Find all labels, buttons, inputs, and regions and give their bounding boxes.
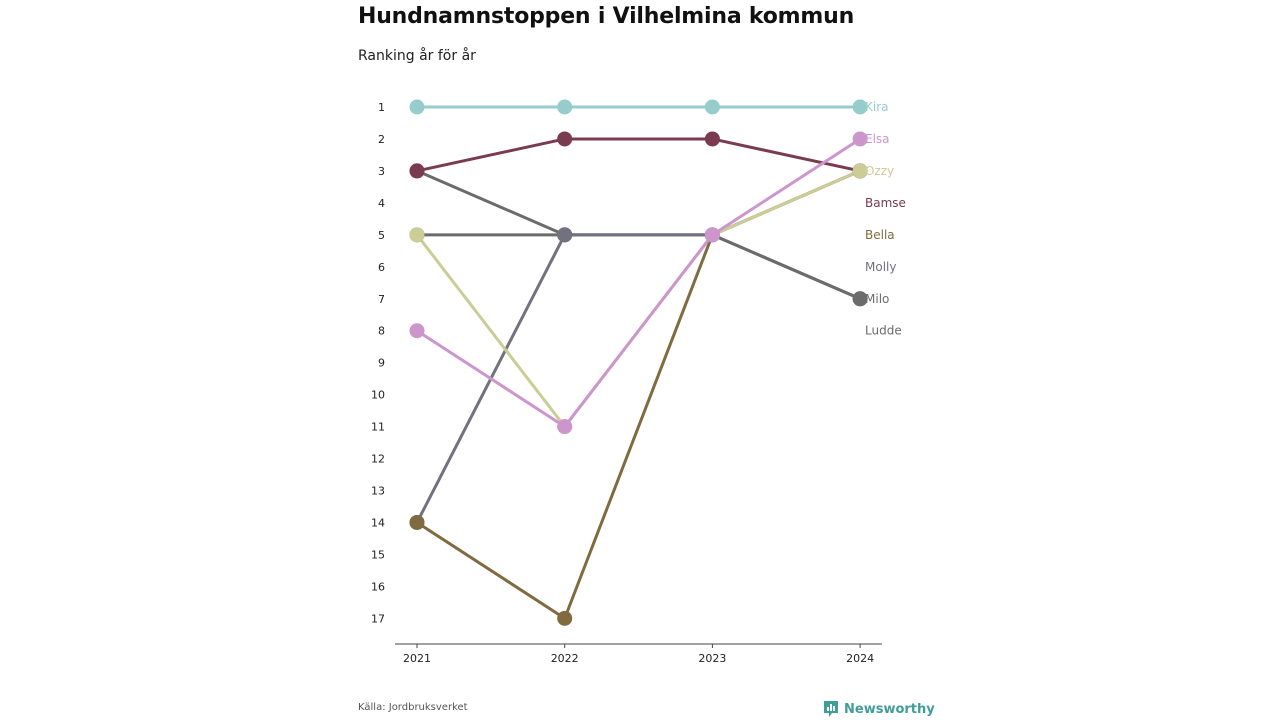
series-line-bamse: [415, 137, 862, 173]
y-tick-label: 6: [378, 261, 385, 274]
chart-subtitle: Ranking år för år: [358, 48, 476, 64]
y-tick-label: 13: [371, 485, 385, 498]
y-tick-label: 9: [378, 357, 385, 370]
point-bella: [557, 610, 573, 626]
x-tick-label: 2022: [551, 652, 579, 665]
point-ozzy: [409, 227, 425, 243]
x-tick-label: 2021: [403, 652, 431, 665]
y-tick-label: 17: [371, 612, 385, 625]
end-label-kira: Kira: [865, 100, 889, 114]
end-label-elsa: Elsa: [865, 132, 890, 146]
y-tick-label: 11: [371, 421, 385, 434]
point-ozzy: [852, 163, 868, 179]
y-tick-label: 1: [378, 101, 385, 114]
x-tick-label: 2024: [846, 652, 874, 665]
end-label-bella: Bella: [865, 228, 895, 242]
point-kira: [852, 99, 868, 115]
bar-chart-icon: [824, 701, 838, 717]
y-tick-label: 10: [371, 389, 385, 402]
point-elsa: [852, 131, 868, 147]
series-line-ozzy: [415, 169, 862, 429]
point-kira: [704, 99, 720, 115]
series-line-molly: [415, 169, 862, 524]
end-label-molly: Molly: [865, 260, 896, 274]
brand-name: Newsworthy: [844, 701, 935, 717]
point-elsa: [409, 323, 425, 339]
y-tick-label: 2: [378, 133, 385, 146]
point-kira: [409, 99, 425, 115]
point-bamse: [409, 163, 425, 179]
source-note: Källa: Jordbruksverket: [358, 702, 468, 713]
point-elsa: [557, 419, 573, 435]
point-bella: [409, 514, 425, 530]
y-tick-label: 7: [378, 293, 385, 306]
point-molly: [557, 227, 573, 243]
point-milo: [852, 291, 868, 307]
point-elsa: [704, 227, 720, 243]
point-kira: [557, 99, 573, 115]
end-labels: Kira Elsa Ozzy Bamse Bella Molly Milo Ludde: [865, 100, 906, 338]
y-tick-label: 5: [378, 229, 385, 242]
end-label-bamse: Bamse: [865, 196, 906, 210]
point-bamse: [704, 131, 720, 147]
brand-logo[interactable]: Newsworthy: [823, 700, 935, 718]
y-tick-label: 16: [371, 580, 385, 593]
series-lines: [415, 105, 862, 620]
series-line-milo: [415, 233, 862, 301]
end-label-milo: Milo: [865, 292, 889, 306]
y-tick-label: 4: [378, 197, 385, 210]
end-label-ludde: Ludde: [865, 324, 902, 338]
series-line-elsa: [415, 137, 862, 429]
x-tick-label: 2023: [698, 652, 726, 665]
y-tick-label: 14: [371, 516, 385, 529]
chart-title: Hundnamnstoppen i Vilhelmina kommun: [358, 4, 855, 29]
series-points: [409, 99, 868, 626]
y-tick-label: 3: [378, 165, 385, 178]
y-tick-label: 8: [378, 325, 385, 338]
end-label-ozzy: Ozzy: [865, 164, 894, 178]
x-axis: 2021 2022 2023 2024: [395, 643, 882, 665]
y-tick-label: 15: [371, 548, 385, 561]
y-tick-label: 12: [371, 453, 385, 466]
point-bamse: [557, 131, 573, 147]
